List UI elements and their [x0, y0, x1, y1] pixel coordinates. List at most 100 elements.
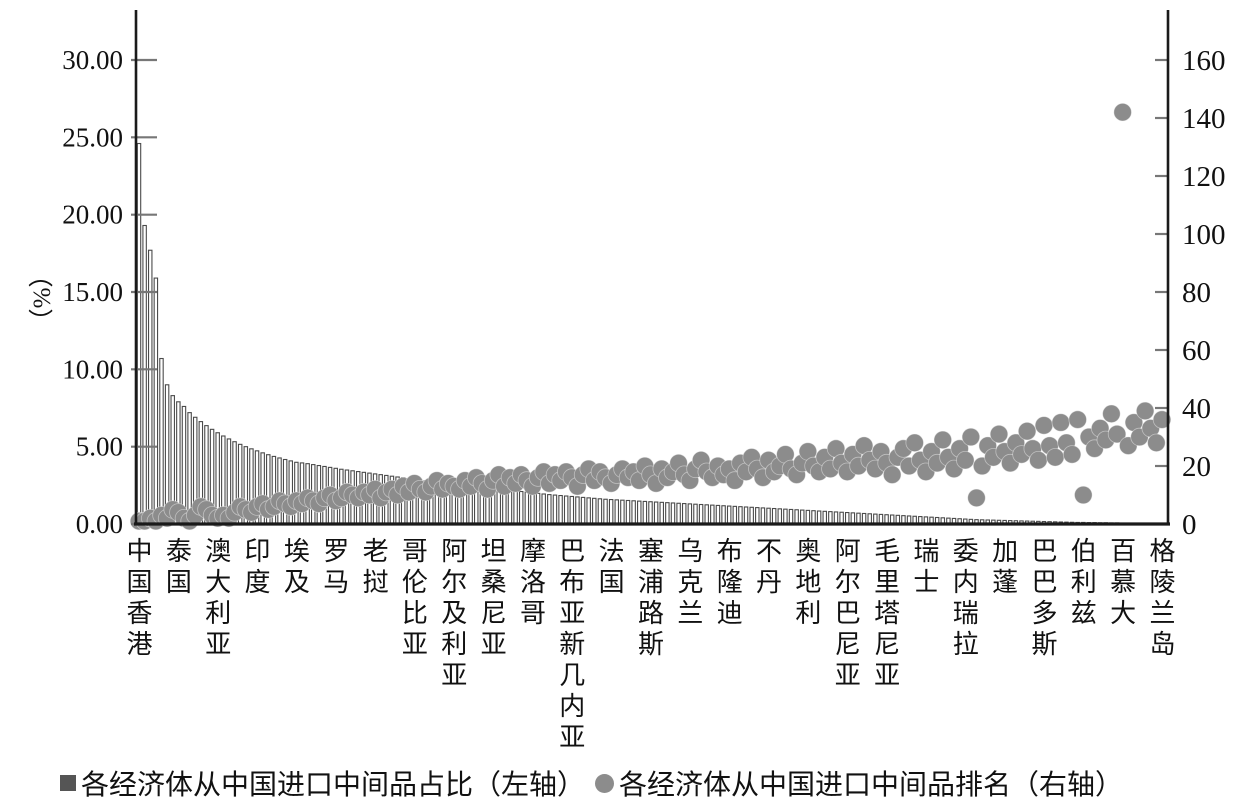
bar: [693, 503, 698, 525]
bar: [524, 491, 530, 525]
rank-dot: [1062, 445, 1082, 464]
bar: [586, 497, 591, 525]
bar: [800, 509, 805, 525]
rank-dot: [1152, 410, 1172, 429]
bar: [676, 502, 681, 525]
x-axis-label: 奥地利: [791, 537, 821, 630]
rank-dot: [883, 465, 902, 484]
bar: [597, 498, 603, 525]
rank-dot: [1068, 410, 1087, 429]
x-axis-label: 巴巴多斯: [1027, 537, 1057, 661]
scatter-series-legend-marker-icon: [595, 773, 615, 793]
x-axis-label: 委内瑞拉: [949, 537, 979, 661]
right-axis-tick-label: 120: [1182, 161, 1226, 193]
bar: [558, 494, 563, 525]
right-axis-tick-label: 140: [1182, 103, 1226, 135]
bar: [839, 511, 844, 525]
bar: [142, 224, 147, 525]
left-axis-title: （%）: [28, 263, 56, 334]
bar: [850, 512, 856, 525]
x-axis-label: 伯利兹: [1067, 537, 1097, 630]
x-axis-label: 泰国: [162, 537, 192, 599]
left-axis-tick-label: 5.00: [76, 432, 123, 462]
bar: [811, 510, 816, 525]
x-axis-label: 印度: [241, 537, 271, 599]
bar: [614, 499, 620, 525]
x-axis-label: 毛里塔尼亚: [870, 537, 900, 692]
bar: [715, 504, 721, 525]
rank-dot: [956, 451, 975, 470]
x-axis-label: 埃及: [280, 537, 310, 599]
rank-dot: [1074, 485, 1093, 505]
bar: [592, 497, 597, 525]
rank-dot: [961, 427, 981, 447]
bar: [637, 500, 642, 525]
bar: [738, 506, 743, 525]
bar-series-legend-marker-icon: [60, 775, 76, 791]
bar: [659, 501, 664, 525]
bar: [856, 512, 861, 525]
rank-dot: [967, 488, 986, 508]
rank-dot: [1147, 433, 1166, 453]
bar: [552, 494, 558, 525]
rank-dot: [1135, 401, 1155, 421]
right-axis-tick-label: 160: [1182, 45, 1226, 77]
bar: [541, 493, 546, 525]
bar: [805, 509, 811, 525]
bar: [569, 495, 575, 525]
right-axis-tick-label: 0: [1182, 509, 1197, 541]
x-axis-label: 瑞士: [909, 537, 939, 599]
bar: [783, 508, 788, 525]
rank-dot: [1113, 102, 1132, 122]
bar: [771, 507, 777, 525]
bar: [681, 503, 687, 525]
bar: [665, 502, 670, 525]
rank-dot: [1017, 422, 1037, 441]
x-axis-label: 阿尔及利亚: [437, 537, 467, 692]
left-axis-tick-label: 25.00: [62, 122, 123, 152]
bar: [136, 142, 142, 525]
rank-dot: [1102, 404, 1121, 424]
x-axis-label: 巴布亚新几内亚: [555, 537, 585, 754]
x-axis-label: 坦桑尼亚: [477, 537, 507, 661]
plot-area: 0.00 5.00 10.00 15.00 20.00 25.00 30.00 0 20 40 60…: [28, 10, 1226, 541]
bar: [766, 507, 771, 525]
rank-dot: [905, 433, 924, 453]
x-axis-labels: 中国香港 泰国 澳大利亚 印度 埃及 罗马 老挝 哥伦比亚 阿尔及利亚 坦桑尼亚 摩洛哥 巴布亚新几内…: [0, 537, 1257, 767]
left-axis-tick-label: 30.00: [62, 45, 123, 75]
x-axis-label: 哥伦比亚: [398, 537, 428, 661]
bar: [749, 506, 754, 525]
rank-dot: [1045, 448, 1065, 467]
bar: [788, 508, 794, 525]
bar: [153, 277, 159, 525]
bar: [513, 490, 518, 525]
bar: [822, 510, 827, 525]
bar: [580, 496, 586, 525]
right-axis-tick-label: 40: [1182, 393, 1211, 425]
bar: [563, 495, 569, 525]
bar: [530, 492, 535, 525]
bar: [547, 494, 552, 525]
left-axis-tick-label: 10.00: [62, 354, 123, 384]
bar: [603, 498, 608, 525]
bar: [833, 511, 839, 525]
bar: [608, 499, 614, 525]
x-axis-label: 不丹: [752, 537, 782, 599]
bar: [760, 507, 766, 525]
bar: [625, 499, 631, 525]
right-axis-tick-label: 80: [1182, 277, 1211, 309]
x-axis-label: 摩洛哥: [516, 537, 546, 630]
bar: [816, 510, 822, 525]
x-axis-label: 老挝: [359, 537, 389, 599]
bar: [159, 357, 164, 525]
x-axis-label: 法国: [595, 537, 625, 599]
x-axis-label: 百慕大: [1106, 537, 1136, 630]
left-axis-tick-label: 20.00: [62, 200, 123, 230]
bar: [732, 505, 738, 525]
bar: [642, 500, 648, 525]
rank-dot: [1034, 416, 1054, 435]
left-axis-tick-label: 15.00: [62, 277, 123, 307]
x-axis-label: 乌克兰: [673, 537, 703, 630]
bar: [704, 504, 709, 525]
